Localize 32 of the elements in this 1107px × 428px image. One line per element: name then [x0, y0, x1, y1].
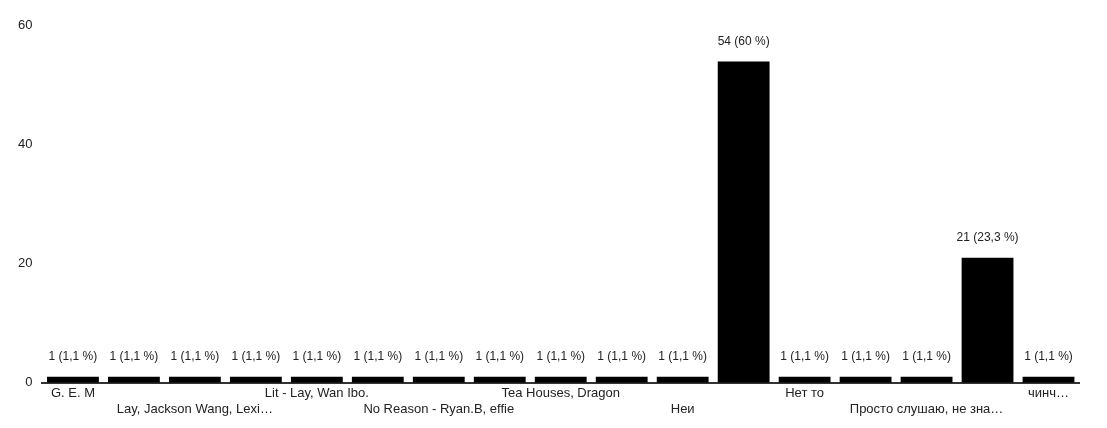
data-label: 1 (1,1 %) [536, 349, 586, 364]
bar [961, 257, 1014, 383]
x-tick-label: Lay, Jackson Wang, Lexi… [116, 400, 273, 416]
data-label: 1 (1,1 %) [475, 349, 525, 364]
data-label: 1 (1,1 %) [1024, 349, 1073, 364]
x-tick-label: Tea Houses, Dragon [501, 385, 620, 401]
data-label: 1 (1,1 %) [48, 349, 98, 364]
data-label: 1 (1,1 %) [414, 349, 464, 364]
x-tick-label: Нет то [785, 385, 825, 401]
y-tick-label: 0 [25, 374, 33, 390]
x-tick-label: Просто слушаю, не зна… [849, 400, 1004, 416]
data-label: 1 (1,1 %) [841, 349, 890, 364]
bar [717, 61, 770, 383]
x-tick-label: No Reason - Ryan.B, effie [363, 400, 515, 416]
data-label: 1 (1,1 %) [658, 349, 708, 364]
data-label: 1 (1,1 %) [597, 349, 647, 364]
y-tick-label: 40 [17, 136, 33, 152]
data-label: 1 (1,1 %) [170, 349, 220, 364]
data-label: 54 (60 %) [717, 33, 770, 48]
data-label: 1 (1,1 %) [780, 349, 829, 364]
data-label: 1 (1,1 %) [109, 349, 159, 364]
data-label: 1 (1,1 %) [353, 349, 403, 364]
x-tick-label: Lit - Lay, Wan Ibo. [264, 385, 369, 401]
data-label: 21 (23,3 %) [956, 230, 1019, 245]
data-label: 1 (1,1 %) [292, 349, 342, 364]
x-tick-label: Неи [670, 400, 695, 416]
y-tick-label: 60 [17, 17, 33, 33]
x-tick-label: чинч… [1028, 385, 1070, 401]
data-label: 1 (1,1 %) [902, 349, 951, 364]
x-tick-label: G. E. M [50, 385, 95, 401]
data-label: 1 (1,1 %) [231, 349, 281, 364]
y-tick-label: 20 [17, 255, 33, 271]
